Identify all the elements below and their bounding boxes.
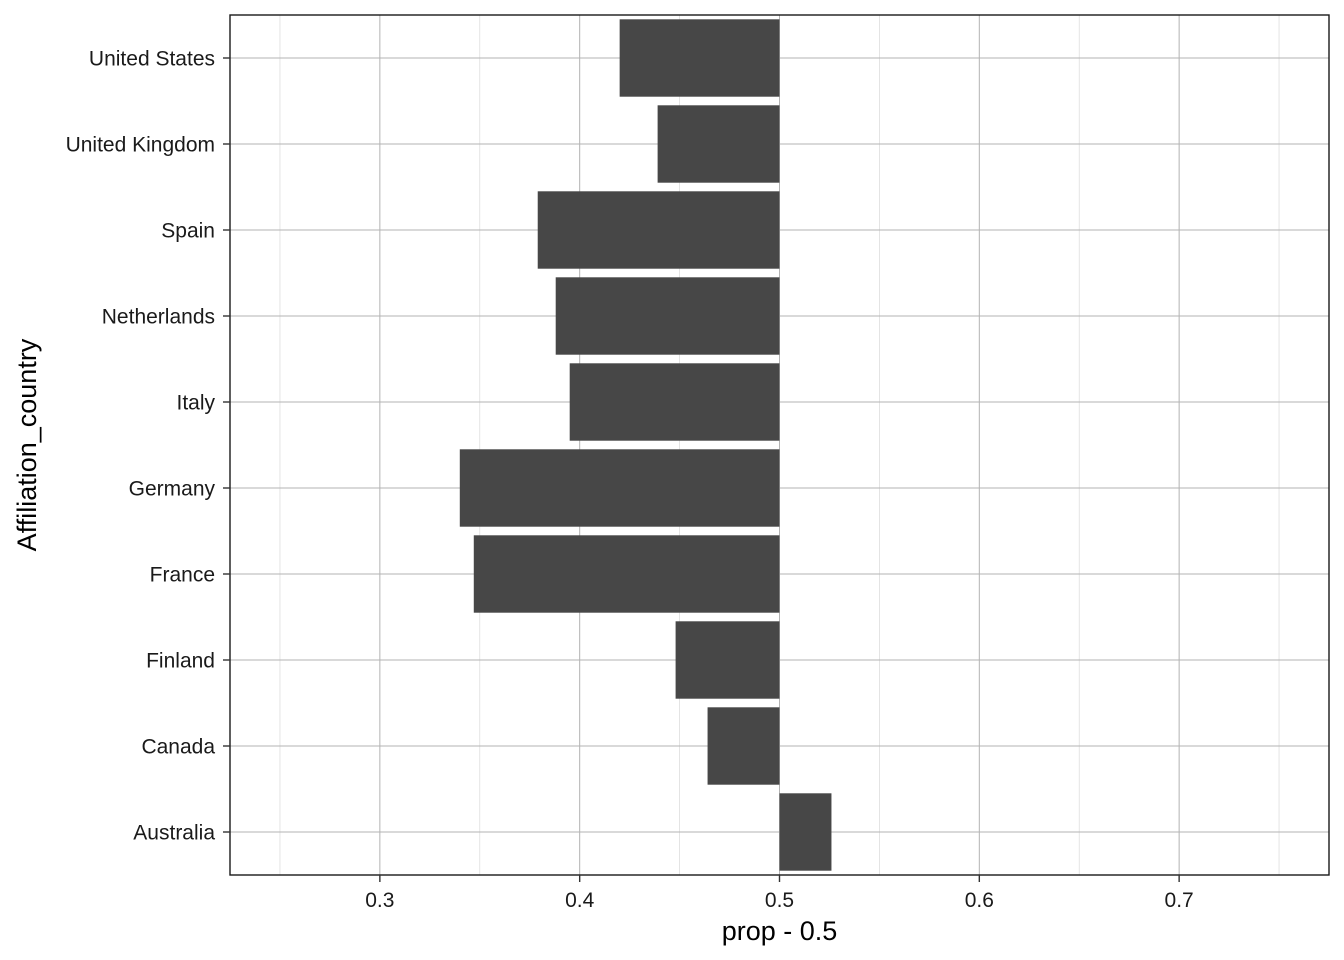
bar-spain bbox=[537, 191, 780, 269]
y-tick-label: Australia bbox=[133, 822, 215, 845]
y-tick-label: United States bbox=[89, 48, 215, 71]
bar-finland bbox=[675, 621, 780, 699]
y-axis-ticks: United States United Kingdom Spain Netherla… bbox=[66, 48, 230, 845]
y-tick-label: Netherlands bbox=[102, 306, 215, 329]
y-tick-label: Italy bbox=[176, 392, 215, 415]
bars bbox=[459, 19, 832, 871]
x-tick-label: 0.6 bbox=[965, 889, 994, 912]
y-tick-label: Germany bbox=[129, 478, 216, 501]
x-tick-label: 0.3 bbox=[365, 889, 394, 912]
y-tick-label: Canada bbox=[141, 736, 215, 759]
y-tick-label: Spain bbox=[161, 220, 215, 243]
bar-united-kingdom bbox=[657, 105, 780, 183]
x-axis-ticks: 0.3 0.4 0.5 0.6 0.7 bbox=[365, 875, 1194, 912]
x-tick-label: 0.4 bbox=[565, 889, 595, 912]
bar-australia bbox=[779, 793, 832, 871]
bar-united-states bbox=[619, 19, 780, 97]
y-tick-label: United Kingdom bbox=[66, 134, 215, 157]
bar-netherlands bbox=[555, 277, 780, 355]
x-tick-label: 0.7 bbox=[1165, 889, 1194, 912]
y-axis-title: Affiliation_country bbox=[12, 338, 42, 551]
x-axis-title: prop - 0.5 bbox=[722, 916, 838, 946]
y-tick-label: France bbox=[150, 564, 215, 587]
bar-france bbox=[473, 535, 780, 613]
y-tick-label: Finland bbox=[146, 650, 215, 673]
bar-italy bbox=[569, 363, 780, 441]
x-tick-label: 0.5 bbox=[765, 889, 794, 912]
bar-canada bbox=[707, 707, 780, 785]
bar-germany bbox=[459, 449, 780, 527]
